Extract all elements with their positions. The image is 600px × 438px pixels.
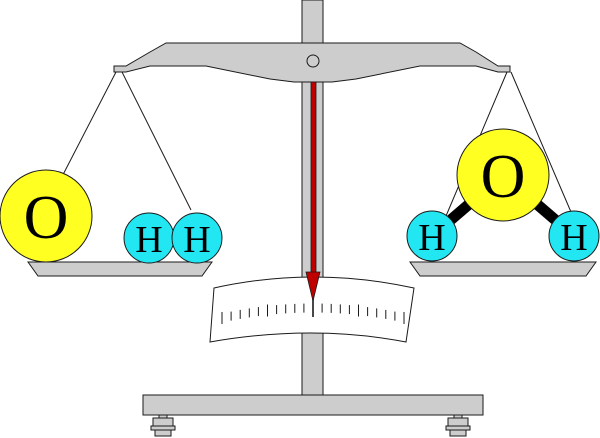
right-pan [409, 261, 597, 277]
right-hydrogen-label-1: H [418, 217, 445, 259]
pointer-needle [305, 81, 321, 302]
left-oxygen-atom: O [0, 169, 93, 263]
right-hydrogen-atom-1: H [406, 210, 458, 262]
left-hydrogen-label-2: H [183, 219, 210, 261]
right-hydrogen-label-2: H [560, 217, 587, 259]
left-pan [27, 261, 213, 277]
base-plate [142, 394, 484, 416]
left-hydrogen-label-1: H [135, 219, 162, 261]
gauge-scale [209, 276, 415, 343]
left-hydrogen-atom-1: H [123, 212, 175, 264]
right-oxygen-atom: O [456, 128, 550, 222]
right-foot-screw [445, 414, 471, 437]
right-hydrogen-atom-2: H [548, 210, 600, 262]
pivot-pin [306, 54, 320, 68]
left-foot-screw [150, 414, 176, 437]
left-oxygen-label: O [24, 184, 69, 252]
right-oxygen-label: O [481, 143, 526, 211]
left-hydrogen-atom-2: H [171, 212, 223, 264]
gauge-ticks [221, 299, 405, 324]
